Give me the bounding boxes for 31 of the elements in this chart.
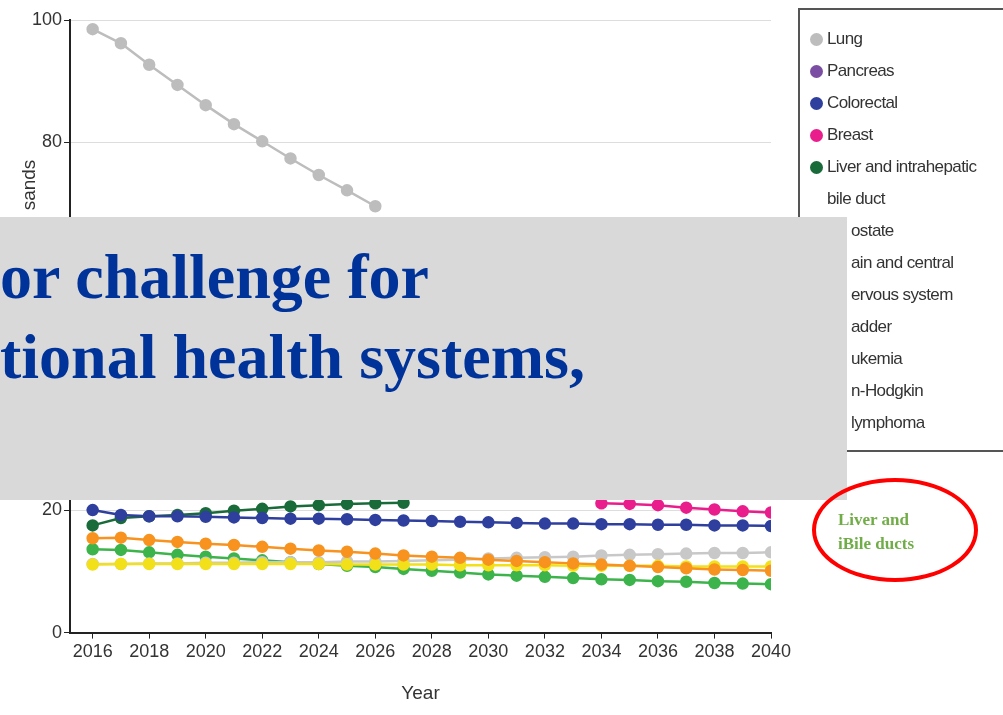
x-tick-label: 2030 <box>468 641 509 662</box>
x-axis-title: Year <box>401 681 441 703</box>
x-tick-label: 2024 <box>298 641 339 662</box>
annotation: or challenge for <box>0 240 430 314</box>
y-tick-label: 0 <box>52 621 63 642</box>
banner: or challenge for tional health systems, <box>0 217 847 500</box>
legend-label: Breast <box>827 124 874 146</box>
x-tick-label: 2022 <box>242 641 283 662</box>
x-tick-label: 2040 <box>750 641 792 662</box>
x-tick-label: 2016 <box>72 641 113 662</box>
text: adder <box>851 316 893 338</box>
x-tick-label: 2028 <box>411 641 452 662</box>
x-tick-label: 2020 <box>185 641 226 662</box>
y-axis-title: sands <box>18 159 40 211</box>
y-tick-label: 100 <box>31 8 63 29</box>
x-tick-label: 2036 <box>637 641 678 662</box>
x-tick-label: 2032 <box>524 641 565 662</box>
y-tick-label: 80 <box>42 131 63 152</box>
legend-label: Lung <box>827 28 864 50</box>
legend-label: Colorectal <box>827 92 899 114</box>
text: ostate <box>851 220 895 242</box>
text: Liver and iBile ducts <box>838 509 916 555</box>
legend-label: Pancreas <box>827 60 896 82</box>
text: n-Hodgkin lymphoma <box>851 380 927 434</box>
x-tick-label: 2018 <box>129 641 170 662</box>
x-tick-label: 2038 <box>694 641 735 662</box>
annotation: tional health systems, <box>0 320 586 394</box>
x-tick-label: 2034 <box>581 641 622 662</box>
y-tick-label: 20 <box>42 499 63 520</box>
text: ukemia <box>851 348 904 370</box>
x-tick-label: 2026 <box>355 641 396 662</box>
